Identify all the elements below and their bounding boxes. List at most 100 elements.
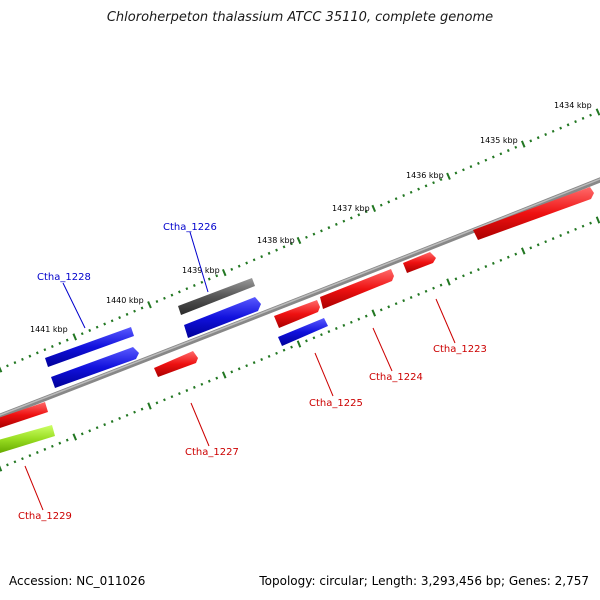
- major-tick: [371, 204, 377, 212]
- minor-tick: [140, 306, 144, 310]
- gene-ctha-1226[interactable]: [178, 278, 255, 315]
- minor-tick: [342, 219, 346, 223]
- minor-tick: [402, 194, 406, 197]
- minor-tick: [252, 258, 256, 262]
- minor-tick: [529, 246, 533, 250]
- major-tick: [221, 371, 227, 379]
- kbp-label-1440: 1440 kbp: [106, 296, 144, 305]
- minor-tick: [88, 328, 92, 332]
- gene-ctha-1227[interactable]: [154, 351, 198, 377]
- minor-tick: [28, 454, 32, 458]
- minor-tick: [125, 312, 129, 316]
- lower-tick-track: [0, 216, 600, 472]
- minor-tick: [417, 187, 421, 191]
- leader-ctha-1226: [189, 231, 209, 293]
- major-tick: [296, 236, 302, 245]
- minor-tick: [544, 240, 548, 244]
- leader-ctha-1227: [190, 402, 210, 447]
- minor-tick: [230, 267, 234, 271]
- minor-tick: [163, 296, 166, 300]
- minor-tick: [155, 401, 159, 405]
- minor-tick: [192, 385, 196, 389]
- gene-ctha-1228[interactable]: [45, 327, 134, 367]
- gene-ctha-1225[interactable]: [278, 318, 328, 346]
- gene-ctha-1226-b[interactable]: [184, 297, 261, 338]
- gene-label-ctha-1225[interactable]: Ctha_1225: [309, 398, 363, 409]
- kbp-label-1438: 1438 kbp: [257, 236, 295, 245]
- minor-tick: [574, 120, 577, 124]
- minor-tick: [499, 152, 503, 156]
- major-tick: [147, 301, 152, 309]
- gene-label-ctha-1223[interactable]: Ctha_1223: [433, 344, 487, 355]
- minor-tick: [192, 284, 196, 287]
- gene-label-ctha-1226[interactable]: Ctha_1226: [163, 222, 217, 233]
- minor-tick: [230, 370, 234, 374]
- minor-tick: [574, 227, 577, 231]
- minor-tick: [439, 178, 443, 181]
- upper-tick-track: [0, 108, 600, 373]
- minor-tick: [245, 364, 249, 368]
- minor-tick: [245, 261, 249, 265]
- minor-tick: [514, 252, 518, 256]
- gene-red-fwd-3[interactable]: [320, 269, 394, 309]
- major-tick: [520, 140, 526, 148]
- minor-tick: [320, 229, 323, 233]
- major-tick: [595, 216, 600, 224]
- minor-tick: [43, 348, 47, 352]
- minor-tick: [103, 423, 107, 427]
- minor-tick: [454, 277, 458, 281]
- gene-red-fwd-2[interactable]: [274, 300, 320, 328]
- minor-tick: [484, 158, 488, 162]
- minor-tick: [282, 245, 286, 249]
- major-tick: [147, 402, 152, 410]
- gene-label-ctha-1228[interactable]: Ctha_1228: [37, 272, 91, 283]
- minor-tick: [432, 286, 435, 290]
- gene-red-fwd-4[interactable]: [403, 252, 436, 273]
- minor-tick: [320, 333, 323, 337]
- gene-red-fwd-1[interactable]: [0, 402, 48, 428]
- kbp-label-1436: 1436 kbp: [406, 171, 444, 180]
- gene-label-ctha-1229[interactable]: Ctha_1229: [18, 511, 72, 522]
- minor-tick: [357, 317, 361, 321]
- minor-tick: [200, 382, 204, 386]
- minor-tick: [506, 255, 510, 259]
- minor-tick: [80, 432, 84, 436]
- minor-tick: [88, 429, 92, 433]
- minor-tick: [469, 271, 473, 275]
- gene-label-ctha-1224[interactable]: Ctha_1224: [369, 372, 423, 383]
- minor-tick: [589, 221, 592, 225]
- minor-tick: [237, 264, 241, 268]
- minor-tick: [290, 242, 293, 246]
- kbp-label-1434: 1434 kbp: [554, 101, 592, 110]
- minor-tick: [544, 133, 548, 136]
- kbp-label-1435: 1435 kbp: [480, 136, 518, 145]
- kbp-label-1441: 1441 kbp: [30, 325, 68, 334]
- minor-tick: [589, 113, 592, 117]
- gene-ctha-1228-b[interactable]: [51, 347, 139, 388]
- minor-tick: [379, 203, 383, 207]
- minor-tick: [305, 339, 308, 343]
- gene-red-fwd-5[interactable]: [473, 187, 594, 240]
- gene-label-ctha-1227[interactable]: Ctha_1227: [185, 447, 239, 458]
- minor-tick: [529, 139, 533, 143]
- minor-tick: [103, 322, 107, 326]
- minor-tick: [260, 255, 264, 259]
- minor-tick: [454, 171, 458, 175]
- minor-tick: [536, 243, 540, 247]
- minor-tick: [215, 274, 219, 278]
- minor-tick: [476, 161, 480, 165]
- leader-ctha-1228: [62, 282, 86, 329]
- minor-tick: [110, 319, 114, 323]
- leader-ctha-1224: [372, 327, 393, 372]
- minor-tick: [95, 426, 99, 430]
- genome-info-text: Topology: circular; Length: 3,293,456 bp…: [259, 574, 589, 588]
- gene-ctha-1229[interactable]: [0, 425, 55, 453]
- minor-tick: [491, 261, 495, 265]
- major-tick: [520, 247, 526, 255]
- minor-tick: [566, 230, 570, 234]
- minor-tick: [267, 354, 271, 358]
- minor-tick: [43, 447, 47, 451]
- minor-tick: [349, 320, 353, 324]
- major-tick: [221, 269, 227, 277]
- minor-tick: [536, 136, 540, 140]
